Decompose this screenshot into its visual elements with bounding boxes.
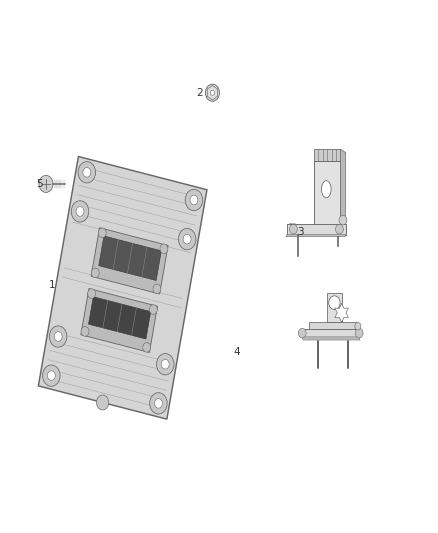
Text: 5: 5	[36, 179, 43, 189]
Circle shape	[143, 343, 151, 352]
Polygon shape	[88, 297, 151, 339]
Polygon shape	[309, 322, 357, 330]
Text: 4: 4	[233, 347, 240, 357]
Circle shape	[328, 296, 340, 310]
Text: 3: 3	[297, 227, 304, 237]
Circle shape	[54, 332, 62, 341]
Circle shape	[96, 395, 109, 410]
Circle shape	[71, 201, 89, 222]
Polygon shape	[287, 224, 346, 235]
Polygon shape	[314, 161, 340, 232]
Circle shape	[178, 229, 196, 250]
Circle shape	[76, 207, 84, 216]
Polygon shape	[99, 236, 161, 280]
Circle shape	[298, 328, 306, 338]
Polygon shape	[289, 224, 321, 232]
Text: 1: 1	[49, 280, 56, 290]
Circle shape	[190, 195, 198, 205]
Circle shape	[355, 328, 363, 338]
Polygon shape	[335, 303, 349, 322]
Circle shape	[42, 365, 60, 386]
Polygon shape	[91, 228, 168, 294]
Circle shape	[78, 161, 95, 183]
Polygon shape	[302, 337, 360, 340]
Circle shape	[205, 84, 219, 101]
Circle shape	[339, 215, 347, 225]
Circle shape	[47, 371, 55, 381]
Polygon shape	[327, 293, 342, 322]
Circle shape	[91, 268, 99, 278]
Ellipse shape	[321, 181, 331, 198]
Polygon shape	[39, 157, 207, 419]
Circle shape	[160, 244, 168, 254]
Circle shape	[83, 167, 91, 177]
Circle shape	[161, 359, 169, 369]
Circle shape	[290, 224, 297, 234]
Polygon shape	[302, 329, 359, 337]
Polygon shape	[314, 149, 340, 161]
Circle shape	[39, 175, 53, 192]
Circle shape	[156, 353, 174, 375]
Circle shape	[88, 289, 95, 298]
Polygon shape	[81, 288, 158, 352]
Circle shape	[355, 322, 361, 330]
Circle shape	[98, 228, 106, 238]
Circle shape	[336, 224, 343, 234]
Circle shape	[49, 326, 67, 347]
Text: 2: 2	[196, 88, 203, 98]
Circle shape	[81, 327, 89, 336]
Circle shape	[185, 189, 203, 211]
Polygon shape	[340, 149, 346, 235]
Polygon shape	[286, 235, 346, 237]
Circle shape	[153, 284, 161, 294]
Circle shape	[183, 235, 191, 244]
Circle shape	[155, 399, 162, 408]
Circle shape	[210, 90, 215, 95]
Circle shape	[150, 393, 167, 414]
Circle shape	[149, 305, 157, 314]
